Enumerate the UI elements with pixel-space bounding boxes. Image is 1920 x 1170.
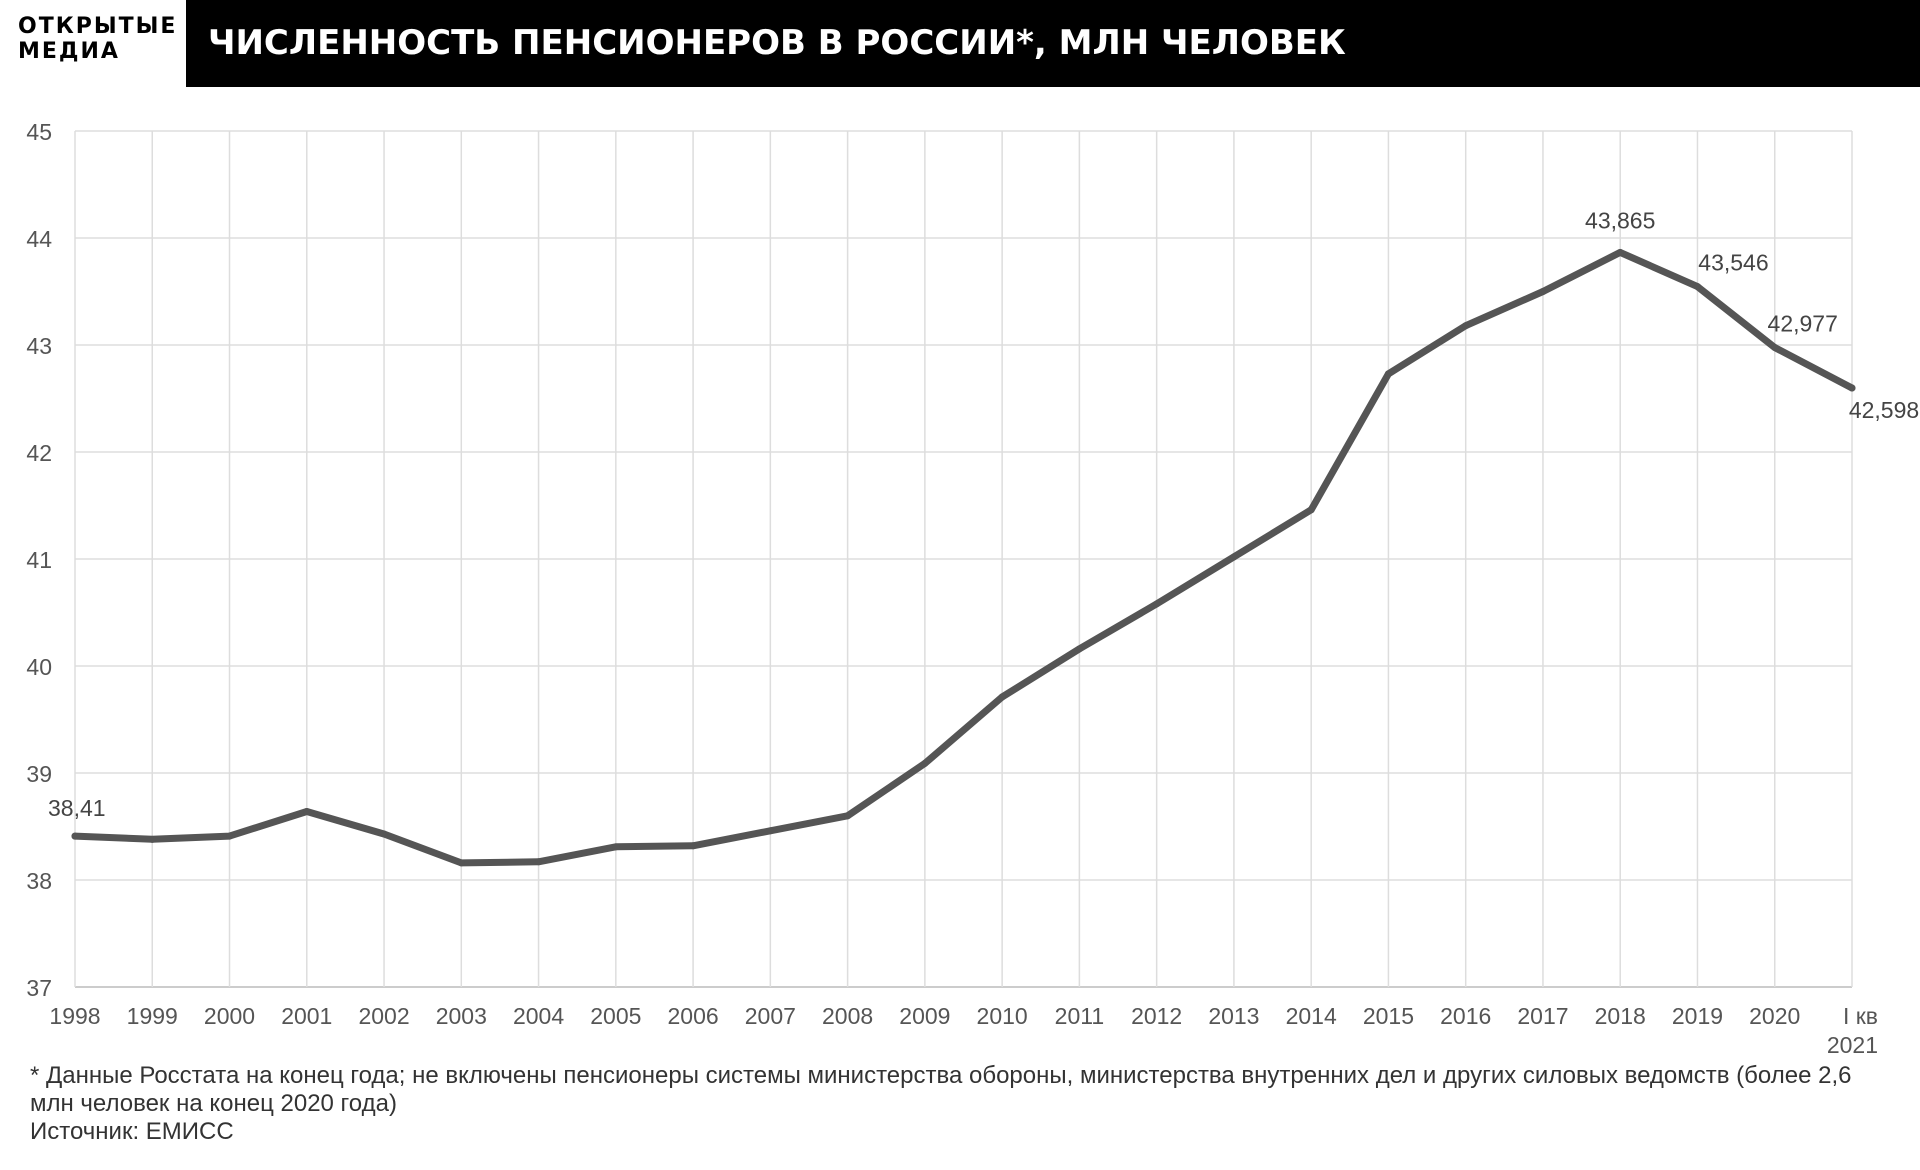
x-tick-label: 2016 — [1440, 1003, 1491, 1029]
x-tick-label: 2019 — [1672, 1003, 1723, 1029]
x-tick-label: 1998 — [49, 1003, 100, 1029]
x-tick-label: 2002 — [358, 1003, 409, 1029]
x-tick-label: 2020 — [1749, 1003, 1800, 1029]
data-point — [303, 808, 311, 816]
footnote-source: Источник: ЕМИСС — [30, 1118, 234, 1145]
x-tick-label: 2000 — [204, 1003, 255, 1029]
x-tick-label: 2001 — [281, 1003, 332, 1029]
data-point — [1075, 645, 1083, 653]
x-tick-label: 2013 — [1208, 1003, 1259, 1029]
y-tick-label: 41 — [26, 547, 52, 573]
data-label: 43,865 — [1585, 207, 1655, 233]
data-point — [689, 842, 697, 850]
x-tick-label: 2004 — [513, 1003, 564, 1029]
footnote-note: * Данные Росстата на конец года; не вклю… — [30, 1062, 1852, 1117]
data-point — [998, 693, 1006, 701]
y-tick-label: 37 — [26, 975, 52, 1001]
x-tick-label: 2011 — [1055, 1003, 1104, 1029]
data-point — [1848, 384, 1856, 392]
data-point — [226, 832, 234, 840]
data-point — [612, 843, 620, 851]
chart-title: ЧИСЛЕННОСТЬ ПЕНСИОНЕРОВ В РОССИИ*, МЛН Ч… — [208, 23, 1346, 63]
brand-line-1: ОТКРЫТЫЕ — [18, 14, 178, 39]
brand-logo: ОТКРЫТЫЕ МЕДИА — [18, 14, 178, 64]
y-tick-label: 44 — [26, 226, 52, 252]
data-point — [1307, 506, 1315, 514]
data-label: 38,41 — [48, 795, 106, 821]
x-tick-label: 2006 — [668, 1003, 719, 1029]
data-label: 42,977 — [1768, 310, 1838, 336]
x-tick-label: 2003 — [436, 1003, 487, 1029]
data-point — [457, 859, 465, 867]
data-point — [1462, 322, 1470, 330]
data-point — [71, 832, 79, 840]
data-point — [148, 835, 156, 843]
x-tick-label: 2009 — [899, 1003, 950, 1029]
data-point — [844, 812, 852, 820]
y-tick-label: 38 — [26, 868, 52, 894]
data-point — [1771, 343, 1779, 351]
x-tick-label: 2005 — [590, 1003, 641, 1029]
x-axis-ticks: 1998 1999 2000 2001 2002 2003 2004 2005 2006 2007… — [49, 1003, 1878, 1058]
line-chart: 37 38 39 40 41 42 43 44 45 1998 1999 2000 2001 2002 2… — [26, 119, 1919, 1058]
y-tick-label: 43 — [26, 333, 52, 359]
x-tick-label: I кв 2021 — [1827, 1003, 1878, 1058]
data-point — [766, 827, 774, 835]
series-line — [71, 248, 1856, 867]
y-tick-label: 40 — [26, 654, 52, 680]
x-tick-label: 2018 — [1595, 1003, 1646, 1029]
x-tick-label: 2012 — [1131, 1003, 1182, 1029]
x-tick-label: 2008 — [822, 1003, 873, 1029]
y-tick-label: 39 — [26, 761, 52, 787]
title-bar: ЧИСЛЕННОСТЬ ПЕНСИОНЕРОВ В РОССИИ*, МЛН Ч… — [186, 0, 1920, 87]
y-axis-ticks: 37 38 39 40 41 42 43 44 45 — [26, 119, 52, 1001]
x-tick-label: 2014 — [1286, 1003, 1337, 1029]
data-point — [380, 830, 388, 838]
data-labels: 38,41 43,865 43,546 42,977 42,598 — [48, 207, 1919, 867]
x-tick-label: 2007 — [745, 1003, 796, 1029]
x-tick-label: 2010 — [977, 1003, 1028, 1029]
data-point — [1153, 600, 1161, 608]
data-label: 43,546 — [1698, 250, 1768, 276]
x-tick-label: 2017 — [1517, 1003, 1568, 1029]
data-point — [921, 759, 929, 767]
footnote: * Данные Росстата на конец года; не вклю… — [30, 1062, 1900, 1146]
data-point — [1230, 553, 1238, 561]
x-tick-label: 1999 — [127, 1003, 178, 1029]
data-point — [1384, 370, 1392, 378]
brand-line-2: МЕДИА — [18, 39, 120, 64]
data-point — [1616, 248, 1624, 256]
data-point — [1539, 288, 1547, 295]
data-point — [1693, 283, 1701, 291]
y-tick-label: 45 — [26, 119, 52, 145]
data-label: 42,598 — [1849, 397, 1919, 423]
x-tick-label: 2015 — [1363, 1003, 1414, 1029]
grid-layer — [74, 130, 1853, 988]
y-tick-label: 42 — [26, 440, 52, 466]
data-point — [535, 858, 543, 866]
